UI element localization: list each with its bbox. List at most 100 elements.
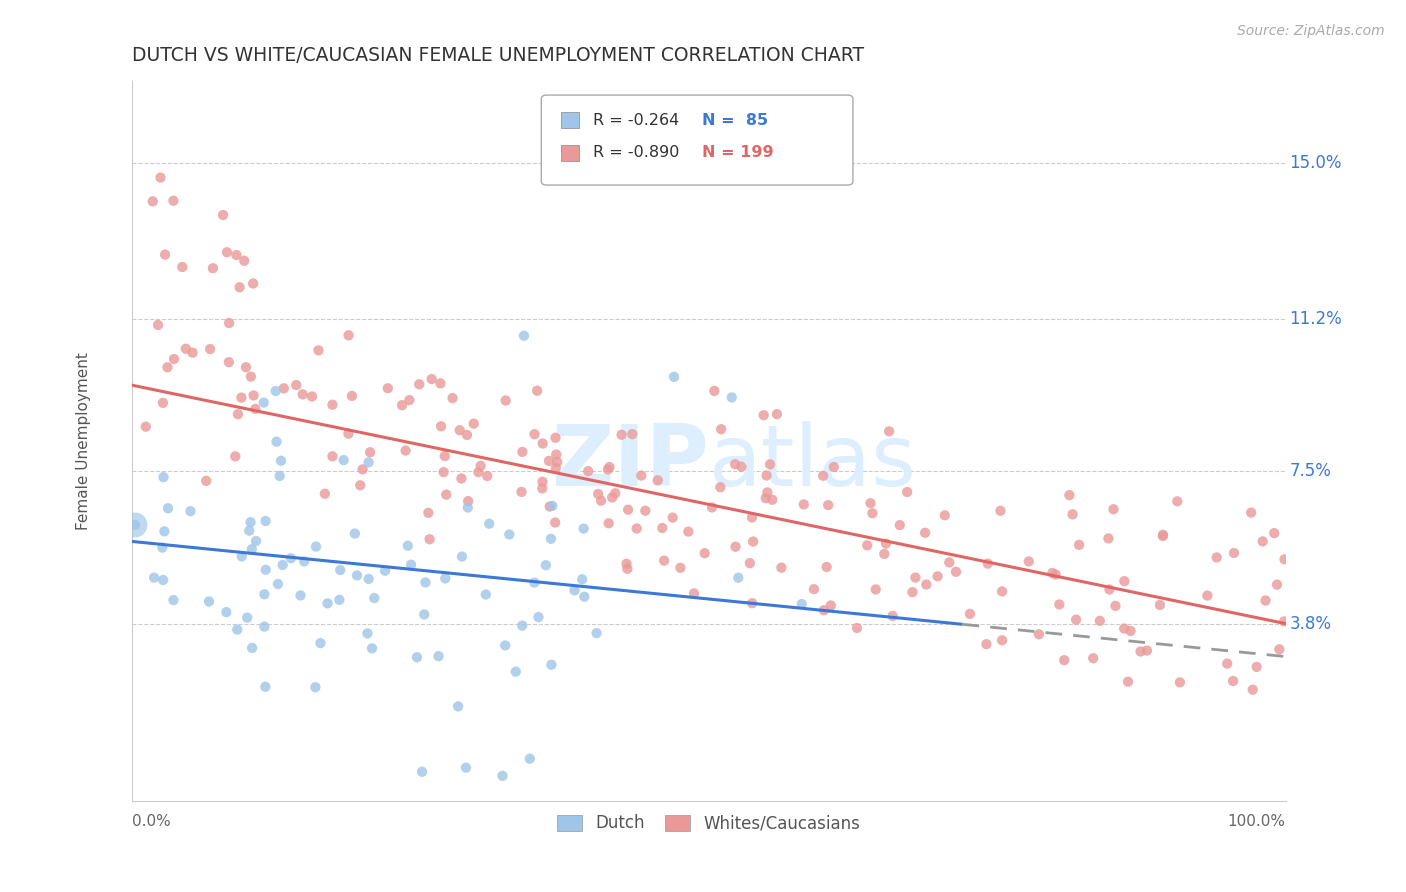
Point [153,524,176,539]
Point [904,571,927,585]
Point [534,558,557,573]
Point [420,372,443,386]
Point [305,540,328,554]
Point [513,328,536,343]
Point [669,561,692,575]
Point [727,571,749,585]
Point [1104,599,1126,613]
Point [896,485,918,500]
Point [523,575,546,590]
Point [1166,494,1188,508]
Point [523,427,546,442]
Point [242,277,264,291]
Point [1251,534,1274,549]
Point [538,500,561,514]
Point [291,387,314,401]
Point [544,516,567,530]
Text: 100.0%: 100.0% [1227,814,1285,829]
Point [510,484,533,499]
Point [546,448,568,462]
Point [475,587,498,601]
Point [1263,526,1285,541]
Point [321,450,343,464]
Point [817,498,839,512]
Point [537,454,560,468]
Point [724,540,747,554]
Text: Source: ZipAtlas.com: Source: ZipAtlas.com [1237,24,1385,38]
Point [770,560,793,574]
Point [790,597,813,611]
Point [349,478,371,492]
Point [340,389,363,403]
Point [576,464,599,478]
Point [938,556,960,570]
Point [304,680,326,694]
Point [406,650,429,665]
Point [374,564,396,578]
Point [945,565,967,579]
Point [456,428,478,442]
Point [1129,644,1152,658]
Point [273,381,295,395]
Point [1268,642,1291,657]
Point [505,665,527,679]
Point [1064,613,1087,627]
Point [877,425,900,439]
Point [571,572,593,586]
Point [544,431,567,445]
Point [856,538,879,552]
Point [280,551,302,566]
Point [162,593,184,607]
Point [253,587,276,601]
Point [398,393,420,408]
Point [1254,593,1277,607]
Text: 15.0%: 15.0% [1289,154,1341,172]
Point [652,554,675,568]
Point [596,462,619,476]
Point [156,360,179,375]
Point [574,590,596,604]
Point [135,419,157,434]
Point [1097,532,1119,546]
Point [292,554,315,568]
Point [755,491,778,506]
Text: ZIP: ZIP [551,421,709,504]
Point [693,546,716,560]
Point [710,422,733,436]
Point [934,508,956,523]
Point [399,558,422,572]
Point [1045,567,1067,582]
Point [124,517,146,532]
Point [239,515,262,529]
Point [546,455,568,469]
Point [434,571,457,585]
Point [478,516,501,531]
Point [361,641,384,656]
Point [152,396,174,410]
Point [1246,660,1268,674]
Point [163,351,186,366]
Point [1274,552,1296,566]
Point [495,393,517,408]
Point [156,501,179,516]
Point [450,471,472,485]
Point [626,521,648,535]
Point [254,563,277,577]
Point [238,524,260,538]
Point [477,469,499,483]
Point [149,170,172,185]
Point [572,522,595,536]
Point [1098,582,1121,597]
Point [621,427,644,442]
Point [889,518,911,533]
Point [766,407,789,421]
Point [540,532,562,546]
Point [531,475,554,489]
Point [218,355,240,369]
Point [811,468,834,483]
Point [1272,615,1295,629]
Point [678,524,700,539]
Point [231,549,253,564]
Point [527,610,550,624]
Point [240,640,263,655]
